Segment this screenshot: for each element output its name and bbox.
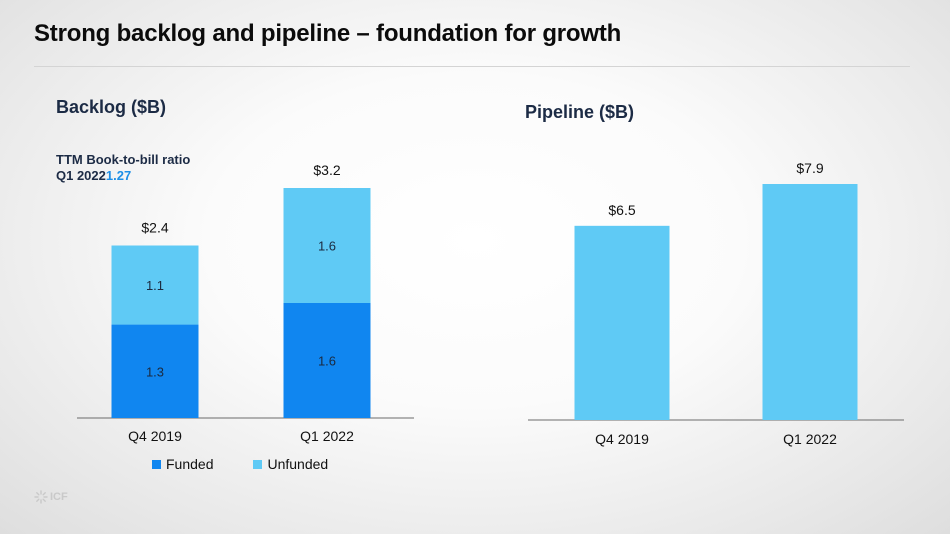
backlog-value-label-unfunded-0: 1.1 xyxy=(146,278,164,293)
pipeline-bar-1 xyxy=(762,184,858,420)
pipeline-value-label-0: $6.5 xyxy=(608,202,635,218)
backlog-chart: 1.3 1.1 $2.4 Q4 2019 1.6 1.6 $3.2 Q1 2022 xyxy=(77,162,414,444)
title-divider xyxy=(34,66,910,67)
pipeline-value-label-1: $7.9 xyxy=(796,160,823,176)
pipeline-category-label-1: Q1 2022 xyxy=(783,431,837,447)
pipeline-chart: $6.5 Q4 2019 $7.9 Q1 2022 xyxy=(528,160,904,447)
slide-title: Strong backlog and pipeline – foundation… xyxy=(34,20,622,47)
backlog-bar-unfunded-1 xyxy=(283,188,371,303)
company-logo: ICF xyxy=(34,490,68,504)
legend-label-unfunded: Unfunded xyxy=(267,456,329,472)
icf-burst-icon xyxy=(34,490,48,504)
backlog-total-label-1: $3.2 xyxy=(313,162,340,178)
ratio-value: 1.27 xyxy=(105,168,132,183)
legend-item-unfunded: Unfunded xyxy=(253,456,328,472)
backlog-legend: Funded Unfunded xyxy=(152,456,362,472)
backlog-category-label-1: Q1 2022 xyxy=(300,428,354,444)
legend-swatch-unfunded xyxy=(253,459,263,469)
backlog-bar-unfunded-0 xyxy=(111,245,199,325)
book-to-bill-ratio: TTM Book-to-bill ratio Q1 20221.27 xyxy=(56,152,190,184)
pipeline-bar-0 xyxy=(574,225,670,420)
backlog-category-label-0: Q4 2019 xyxy=(128,428,182,444)
ratio-label: TTM Book-to-bill ratio xyxy=(56,152,191,167)
pipeline-category-label-0: Q4 2019 xyxy=(595,431,649,447)
pipeline-chart-title: Pipeline ($B) xyxy=(525,102,635,122)
backlog-total-label-0: $2.4 xyxy=(141,220,168,236)
logo-text: ICF xyxy=(50,491,68,503)
backlog-bar-funded-1 xyxy=(283,303,371,418)
backlog-value-label-funded-1: 1.6 xyxy=(318,354,336,369)
ratio-period: Q1 2022 xyxy=(56,168,106,183)
backlog-chart-title: Backlog ($B) xyxy=(56,97,167,117)
legend-swatch-funded xyxy=(152,459,161,469)
backlog-bar-funded-0 xyxy=(111,324,199,418)
backlog-value-label-funded-0: 1.3 xyxy=(146,364,164,379)
legend-label-funded: Funded xyxy=(166,456,214,472)
backlog-value-label-unfunded-1: 1.6 xyxy=(318,239,336,254)
legend-item-funded: Funded xyxy=(152,456,213,472)
